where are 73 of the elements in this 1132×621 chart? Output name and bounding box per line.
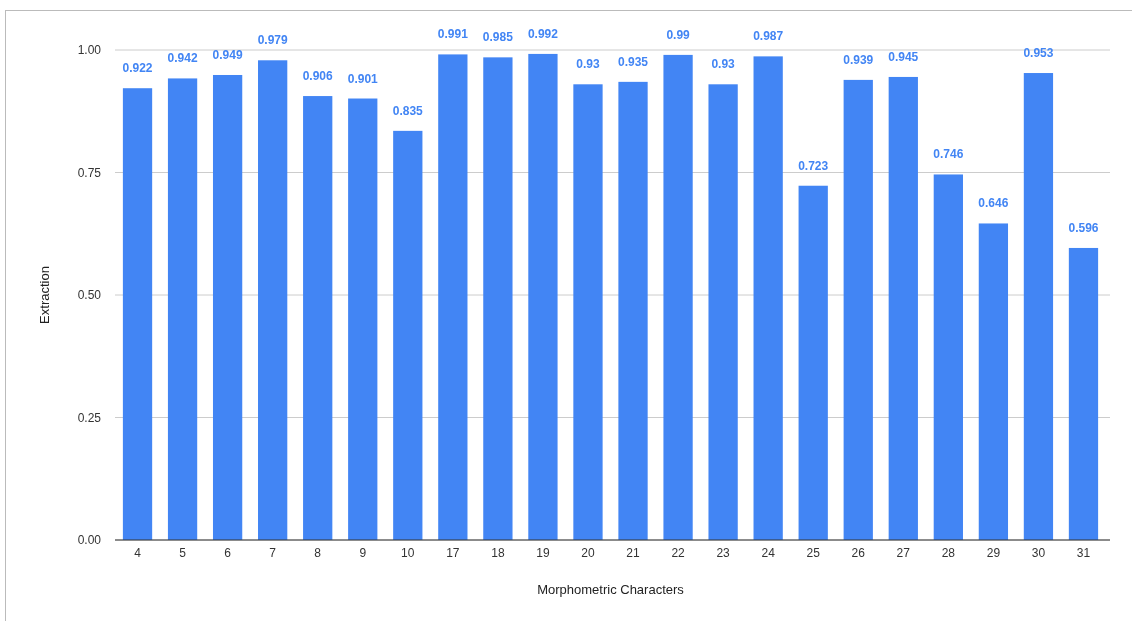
- x-tick-label: 19: [536, 545, 550, 560]
- x-tick-label: 26: [851, 545, 866, 560]
- bar: [978, 223, 1009, 540]
- x-tick-label: 18: [491, 545, 505, 560]
- data-label: 0.746: [933, 147, 964, 162]
- bar: [303, 96, 333, 540]
- data-label: 0.906: [302, 69, 334, 84]
- x-tick-label: 7: [269, 545, 277, 560]
- x-tick-label: 20: [581, 545, 595, 560]
- x-tick-label: 9: [359, 545, 367, 560]
- y-tick-label: 0.25: [77, 410, 102, 425]
- bar: [753, 56, 783, 540]
- bar: [348, 98, 378, 540]
- bar: [528, 53, 558, 540]
- x-tick-label: 25: [806, 545, 821, 560]
- data-label: 0.953: [1023, 46, 1054, 61]
- x-axis-title: Morphometric Characters: [537, 582, 685, 597]
- x-tick-label: 6: [224, 545, 232, 560]
- y-tick-label: 1.00: [77, 43, 102, 58]
- data-label: 0.945: [888, 49, 919, 64]
- data-label: 0.901: [347, 71, 379, 86]
- bar: [212, 74, 243, 540]
- data-label: 0.979: [257, 33, 288, 48]
- bar: [122, 88, 153, 540]
- bar: [573, 84, 603, 540]
- bar: [663, 54, 693, 540]
- data-label: 0.991: [437, 27, 469, 42]
- data-label: 0.99: [666, 27, 691, 42]
- bar: [393, 130, 423, 540]
- y-tick-label: 0.00: [77, 533, 102, 548]
- y-tick-label: 0.50: [77, 288, 102, 303]
- data-label: 0.985: [482, 30, 514, 45]
- data-label: 0.723: [798, 158, 829, 173]
- x-tick-label: 4: [134, 545, 142, 560]
- x-tick-label: 8: [314, 545, 322, 560]
- bar: [843, 79, 873, 540]
- bar: [167, 78, 198, 540]
- y-tick-label: 0.75: [77, 165, 102, 180]
- bar: [258, 60, 288, 540]
- data-label: 0.646: [978, 196, 1009, 211]
- bar: [1068, 247, 1099, 540]
- x-tick-label: 24: [761, 545, 776, 560]
- data-label: 0.992: [527, 26, 559, 41]
- x-tick-label: 17: [446, 545, 460, 560]
- x-tick-label: 10: [401, 545, 415, 560]
- x-tick-label: 5: [179, 545, 187, 560]
- bar: [618, 81, 648, 540]
- data-label: 0.935: [618, 54, 649, 69]
- data-label: 0.93: [711, 57, 736, 72]
- bar: [888, 76, 918, 540]
- bar: [798, 185, 828, 540]
- data-label: 0.942: [167, 51, 198, 66]
- data-label: 0.835: [392, 103, 424, 118]
- data-label: 0.596: [1068, 220, 1099, 235]
- x-tick-label: 27: [896, 545, 911, 560]
- data-label: 0.93: [576, 57, 600, 72]
- bar: [708, 84, 738, 540]
- x-tick-label: 23: [716, 545, 731, 560]
- x-tick-label: 31: [1076, 545, 1091, 560]
- bar: [933, 174, 963, 540]
- data-label: 0.949: [212, 47, 243, 62]
- bar: [438, 54, 468, 540]
- bar: [483, 57, 513, 540]
- x-tick-label: 28: [941, 545, 956, 560]
- data-label: 0.922: [122, 61, 153, 76]
- x-tick-label: 30: [1031, 545, 1046, 560]
- x-tick-label: 21: [626, 545, 641, 560]
- bar: [1023, 73, 1054, 540]
- x-tick-label: 29: [986, 545, 1001, 560]
- data-label: 0.987: [753, 29, 784, 44]
- x-tick-label: 22: [671, 545, 686, 560]
- y-axis-title: Extraction: [37, 266, 52, 324]
- data-label: 0.939: [843, 52, 874, 67]
